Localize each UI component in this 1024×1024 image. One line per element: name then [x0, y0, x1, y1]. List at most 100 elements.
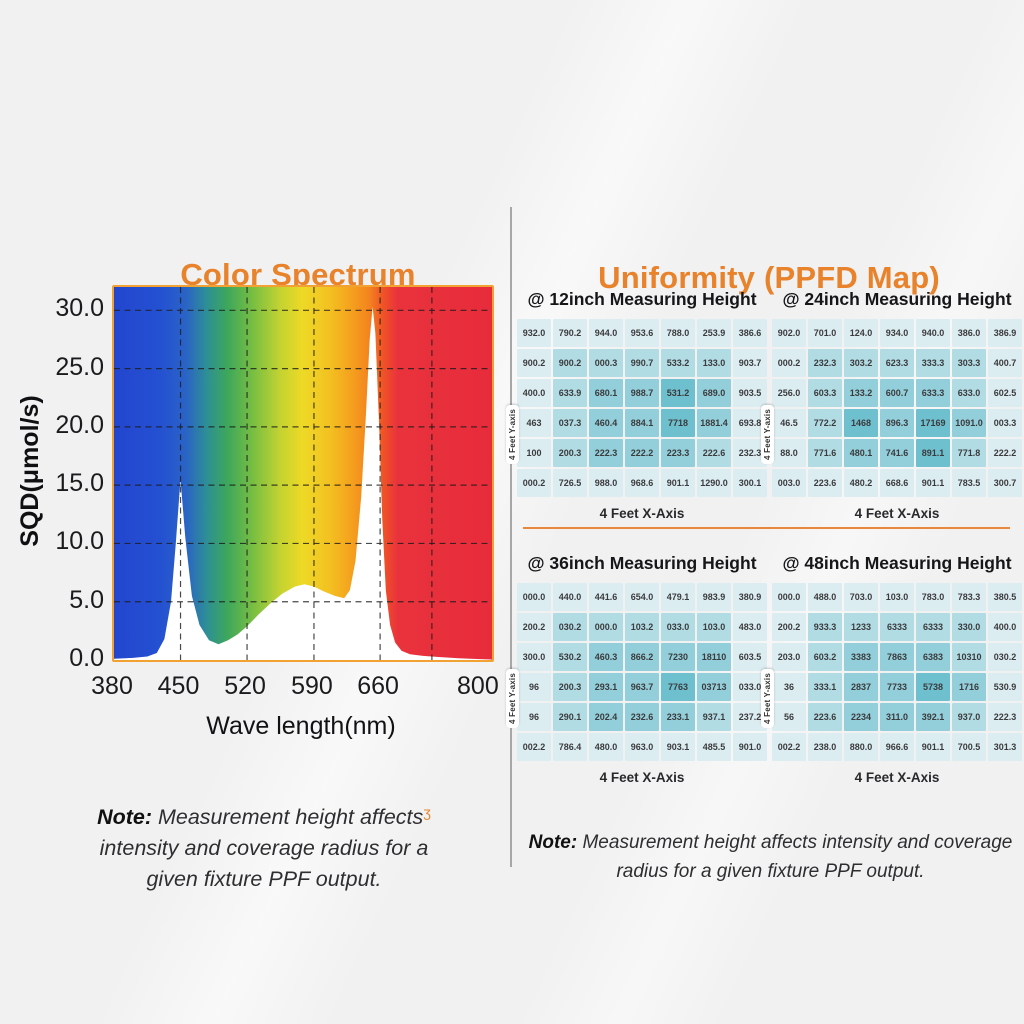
ppfd-cell: 940.0 [916, 319, 950, 347]
ppfd-map-24inch: @ 24inch Measuring Height 902.0 701.0 124.0… [761, 289, 1022, 521]
ppfd-cell: 968.6 [625, 469, 659, 497]
ppfd-cell: 786.4 [553, 733, 587, 761]
ppfd-cell: 400.0 [988, 613, 1022, 641]
ppfd-cell: 6383 [916, 643, 950, 671]
spectrum-x-tick: 590 [291, 672, 333, 700]
ppfd-cell: 772.2 [808, 409, 842, 437]
ppfd-cell: 222.3 [589, 439, 623, 467]
ppfd-cell: 944.0 [589, 319, 623, 347]
ppfd-cell: 203.0 [772, 643, 806, 671]
ppfd-cell: 5738 [916, 673, 950, 701]
ppfd-cell: 386.6 [733, 319, 767, 347]
ppfd-cell: 533.2 [661, 349, 695, 377]
ppfd-cell: 460.4 [589, 409, 623, 437]
ppfd-cell: 623.3 [880, 349, 914, 377]
ppfd-cell: 1881.4 [697, 409, 731, 437]
ppfd-cell: 000.2 [772, 349, 806, 377]
ppfd-cell: 990.7 [625, 349, 659, 377]
section-divider [510, 207, 512, 867]
ppfd-cell: 200.3 [553, 439, 587, 467]
spectrum-curve-area [114, 306, 492, 660]
ppfd-cell: 603.2 [808, 643, 842, 671]
ppfd-cell: 46.5 [772, 409, 806, 437]
ppfd-cell: 1290.0 [697, 469, 731, 497]
ppfd-cell: 633.3 [916, 379, 950, 407]
ppfd-cell: 480.2 [844, 469, 878, 497]
ppfd-cell: 18110 [697, 643, 731, 671]
note-line: intensity and coverage radius for a [99, 835, 429, 860]
spectrum-y-tick: 30.0 [55, 294, 104, 323]
ppfd-cell: 232.6 [625, 703, 659, 731]
ppfd-cell: 290.1 [553, 703, 587, 731]
ppfd-cell: 000.2 [517, 469, 551, 497]
ppfd-cell: 2837 [844, 673, 878, 701]
ppfd-cell: 901.1 [916, 733, 950, 761]
ppfd-cell: 200.2 [772, 613, 806, 641]
ppfd-cell: 488.0 [808, 583, 842, 611]
ppfd-cell: 903.7 [733, 349, 767, 377]
spectrum-x-tick: 450 [157, 672, 200, 700]
ppfd-cell: 896.3 [880, 409, 914, 437]
spectrum-chart [114, 287, 492, 660]
ppfd-cell: 380.9 [733, 583, 767, 611]
ppfd-cell: 903.5 [733, 379, 767, 407]
spectrum-x-tick: 800 [457, 672, 499, 700]
ppfd-cell: 654.0 [625, 583, 659, 611]
ppfd-cell: 932.0 [517, 319, 551, 347]
ppfd-cell: 933.3 [808, 613, 842, 641]
ppfd-cell: 463 [517, 409, 551, 437]
spectrum-y-tick: 20.0 [55, 410, 104, 439]
ppfd-cell: 480.0 [589, 733, 623, 761]
ppfd-cell: 133.2 [844, 379, 878, 407]
ppfd-cell: 103.2 [625, 613, 659, 641]
ppfd-grid: 000.0 488.0 703.0 103.0 783.0 783.3 380.5 200.2… [761, 583, 1022, 761]
ppfd-cell: 000.0 [517, 583, 551, 611]
ppfd-cell: 689.0 [697, 379, 731, 407]
spectrum-y-tick: 10.0 [55, 527, 104, 556]
ppfd-cell: 223.6 [808, 469, 842, 497]
ppfd-x-axis-label: 4 Feet X-Axis [854, 770, 940, 785]
ppfd-cell: 790.2 [553, 319, 587, 347]
ppfd-grid: 932.0 790.2 944.0 953.6 788.0 253.9 386.6 900.2… [506, 319, 767, 497]
ppfd-cell: 880.0 [844, 733, 878, 761]
ppfd-cell: 530.2 [553, 643, 587, 671]
ppfd-cell: 483.0 [733, 613, 767, 641]
ppfd-cell: 963.7 [625, 673, 659, 701]
ppfd-cell: 202.4 [589, 703, 623, 731]
ppfd-cell: 701.0 [808, 319, 842, 347]
ppfd-cell: 680.1 [589, 379, 623, 407]
ppfd-cell: 7230 [661, 643, 695, 671]
ppfd-cell: 6333 [880, 613, 914, 641]
spectrum-x-tick: 520 [224, 672, 266, 700]
ppfd-cell: 703.0 [844, 583, 878, 611]
spectrum-y-tick: 0.0 [69, 644, 104, 672]
ppfd-cell: 238.0 [808, 733, 842, 761]
ppfd-cell: 300.7 [988, 469, 1022, 497]
ppfd-cell: 037.3 [553, 409, 587, 437]
ppfd-cell: 002.2 [517, 733, 551, 761]
ppfd-cell: 901.1 [661, 469, 695, 497]
ppfd-y-axis-label: 4 Feet Y-axis [506, 405, 519, 464]
ppfd-cell: 100 [517, 439, 551, 467]
ppfd-cell: 934.0 [880, 319, 914, 347]
ppfd-cell: 000.0 [589, 613, 623, 641]
spectrum-x-axis-title: Wave length(nm) [206, 712, 396, 740]
ppfd-cell: 937.0 [952, 703, 986, 731]
ppfd-cell: 900.2 [553, 349, 587, 377]
ppfd-cell: 7718 [661, 409, 695, 437]
ppfd-cell: 200.3 [553, 673, 587, 701]
ppfd-cell: 633.0 [952, 379, 986, 407]
ppfd-map-title: @ 24inch Measuring Height [782, 289, 1012, 309]
ppfd-cell: 1091.0 [952, 409, 986, 437]
orange-artifact: ʒ [423, 803, 431, 820]
ppfd-cell: 88.0 [772, 439, 806, 467]
ppfd-cell: 1233 [844, 613, 878, 641]
ppfd-map-title: @ 12inch Measuring Height [527, 289, 757, 309]
ppfd-cell: 1468 [844, 409, 878, 437]
ppfd-cell: 783.3 [952, 583, 986, 611]
spectrum-y-tick: 25.0 [55, 352, 104, 381]
ppfd-cell: 380.5 [988, 583, 1022, 611]
ppfd-cell: 222.3 [988, 703, 1022, 731]
ppfd-cell: 300.1 [733, 469, 767, 497]
ppfd-cell: 531.2 [661, 379, 695, 407]
